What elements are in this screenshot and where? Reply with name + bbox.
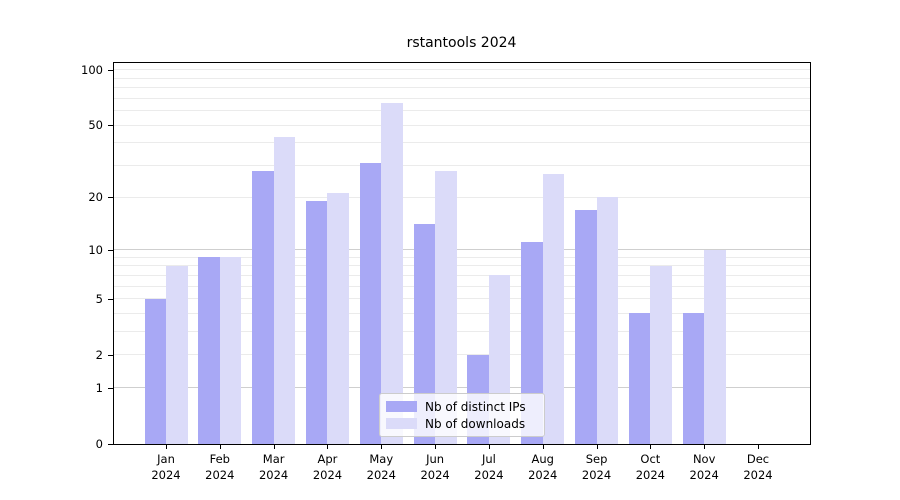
y-axis-tick — [108, 249, 113, 251]
gridline-minor — [113, 331, 810, 333]
x-axis-tick-label: Dec 2024 — [743, 452, 773, 482]
x-axis-tick — [758, 445, 759, 449]
bar-distinct-ips-may — [359, 162, 382, 444]
legend-swatch-downloads — [386, 418, 417, 429]
plot-area — [113, 62, 810, 444]
bar-distinct-ips-nov — [682, 313, 705, 444]
gridline-minor — [113, 77, 810, 79]
y-axis-tick — [108, 197, 113, 199]
y-axis-tick-label: 20 — [88, 190, 103, 205]
gridline-minor — [113, 265, 810, 267]
y-axis-tick-label: 100 — [81, 62, 103, 77]
x-axis-tick — [219, 445, 221, 449]
legend: Nb of distinct IPs Nb of downloads — [379, 393, 545, 437]
y-axis-tick-label: 1 — [95, 380, 103, 395]
bar-distinct-ips-oct — [628, 313, 651, 444]
bar-downloads-may — [381, 102, 403, 444]
gridline-minor — [113, 196, 810, 198]
bar-distinct-ips-jan — [144, 298, 166, 444]
bar-downloads-jan — [166, 265, 188, 444]
gridline-minor — [113, 354, 810, 356]
bar-downloads-sep — [596, 197, 619, 444]
x-axis-tick — [650, 445, 652, 449]
y-axis-tick — [108, 298, 113, 300]
x-axis-tick-label: Feb 2024 — [205, 452, 235, 482]
y-axis-tick — [108, 354, 113, 356]
gridline-minor — [113, 124, 810, 126]
y-axis-tick-label: 0 — [95, 437, 103, 451]
gridline-minor — [113, 312, 810, 314]
x-axis-tick — [327, 445, 329, 449]
y-axis-tick-label: 2 — [95, 347, 103, 362]
gridline-minor — [113, 69, 810, 71]
gridline-minor — [113, 164, 810, 166]
gridline-minor — [113, 142, 810, 144]
gridline-major — [113, 249, 810, 250]
x-axis-tick — [542, 445, 544, 449]
bar-distinct-ips-jun — [413, 224, 436, 444]
gridline-minor — [113, 110, 810, 112]
x-axis-tick — [596, 445, 598, 449]
bottom-spine — [113, 444, 811, 445]
y-axis-tick-label: 5 — [95, 291, 103, 306]
y-axis-tick-label: 50 — [88, 118, 103, 133]
bar-distinct-ips-apr — [305, 201, 328, 444]
x-axis-tick-label: Nov 2024 — [689, 452, 719, 482]
x-axis-tick-label: Aug 2024 — [528, 452, 558, 482]
x-axis-tick-label: Jul 2024 — [474, 452, 504, 482]
x-axis-tick-label: Jan 2024 — [151, 452, 181, 482]
x-axis-tick-label: May 2024 — [366, 452, 396, 482]
gridline-minor — [113, 298, 810, 300]
y-axis-tick — [108, 387, 113, 389]
bar-distinct-ips-sep — [575, 209, 597, 444]
x-axis-tick-label: Sep 2024 — [581, 452, 612, 482]
bar-downloads-oct — [650, 265, 672, 444]
gridline-minor — [113, 87, 810, 89]
y-axis-tick — [108, 444, 113, 445]
legend-label-distinct-ips: Nb of distinct IPs — [425, 399, 526, 414]
legend-label-downloads: Nb of downloads — [425, 416, 526, 431]
bar-distinct-ips-mar — [252, 170, 274, 444]
x-axis-tick — [704, 445, 706, 449]
x-axis-tick-label: Oct 2024 — [635, 452, 665, 482]
legend-item-downloads: Nb of downloads — [386, 415, 536, 432]
gridline-minor — [113, 97, 810, 99]
y-axis-tick — [108, 69, 113, 71]
top-spine — [113, 62, 811, 63]
right-spine — [810, 62, 811, 445]
gridline-minor — [113, 285, 810, 287]
x-axis-tick-label: Mar 2024 — [258, 452, 289, 482]
x-axis-tick — [273, 445, 275, 449]
bar-downloads-mar — [273, 137, 296, 444]
bar-downloads-apr — [327, 193, 349, 444]
x-axis-tick-label: Apr 2024 — [312, 452, 343, 482]
gridline-minor — [113, 256, 810, 258]
y-axis-tick — [108, 125, 113, 127]
gridline-major — [113, 387, 810, 389]
bar-distinct-ips-feb — [198, 257, 220, 444]
x-axis-tick — [381, 445, 383, 449]
bar-downloads-jun — [435, 170, 457, 444]
gridline-minor — [113, 274, 810, 276]
bar-downloads-aug — [542, 173, 565, 444]
y-axis-tick-label: 10 — [88, 242, 103, 257]
legend-item-distinct-ips: Nb of distinct IPs — [386, 398, 536, 415]
x-axis-tick — [488, 445, 490, 449]
x-axis-tick-label: Jun 2024 — [420, 452, 450, 482]
x-axis-tick — [166, 445, 167, 449]
legend-swatch-distinct-ips — [386, 401, 417, 412]
chart-title: rstantools 2024 — [406, 35, 517, 51]
bar-downloads-feb — [219, 257, 242, 444]
x-axis-tick — [435, 445, 437, 449]
bar-downloads-nov — [704, 249, 726, 444]
left-spine — [113, 62, 114, 445]
